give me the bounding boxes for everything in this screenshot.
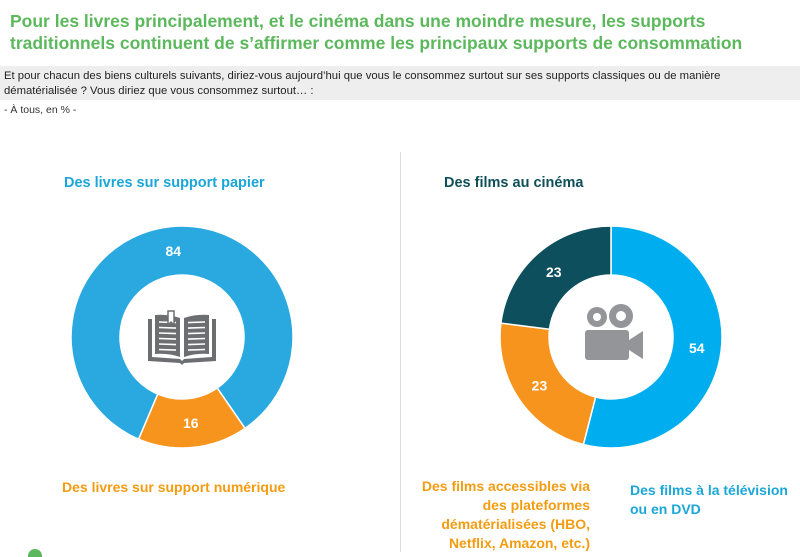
slice-value-label: 84 — [165, 243, 181, 259]
donut-slice — [500, 225, 612, 331]
video-camera-icon — [585, 304, 643, 360]
chart-title-books: Des livres sur support papier — [64, 175, 265, 191]
divider — [400, 152, 401, 552]
page-title: Pour les livres principalement, et le ci… — [10, 11, 743, 53]
chart-title-films: Des films au cinéma — [444, 175, 584, 191]
slice-value-label: 23 — [546, 264, 562, 280]
book-icon — [148, 310, 216, 365]
donut-slice — [582, 225, 723, 449]
legend-label-digital-books: Des livres sur support numérique — [62, 479, 286, 495]
survey-question: Et pour chacun des biens culturels suiva… — [0, 66, 800, 100]
donut-slice — [137, 386, 247, 449]
donut-slice — [499, 322, 597, 446]
donut-slice — [70, 225, 294, 441]
legend-label-tv-dvd-films: Des films à la télévision ou en DVD — [630, 482, 788, 517]
base-note: - À tous, en % - — [4, 104, 77, 116]
slice-value-label: 16 — [183, 415, 199, 431]
slice-value-label: 54 — [689, 340, 705, 356]
slice-value-label: 23 — [532, 378, 548, 394]
legend-label-streaming-films: Des films accessibles via des plateforme… — [421, 478, 590, 551]
brand-logo — [28, 549, 42, 557]
